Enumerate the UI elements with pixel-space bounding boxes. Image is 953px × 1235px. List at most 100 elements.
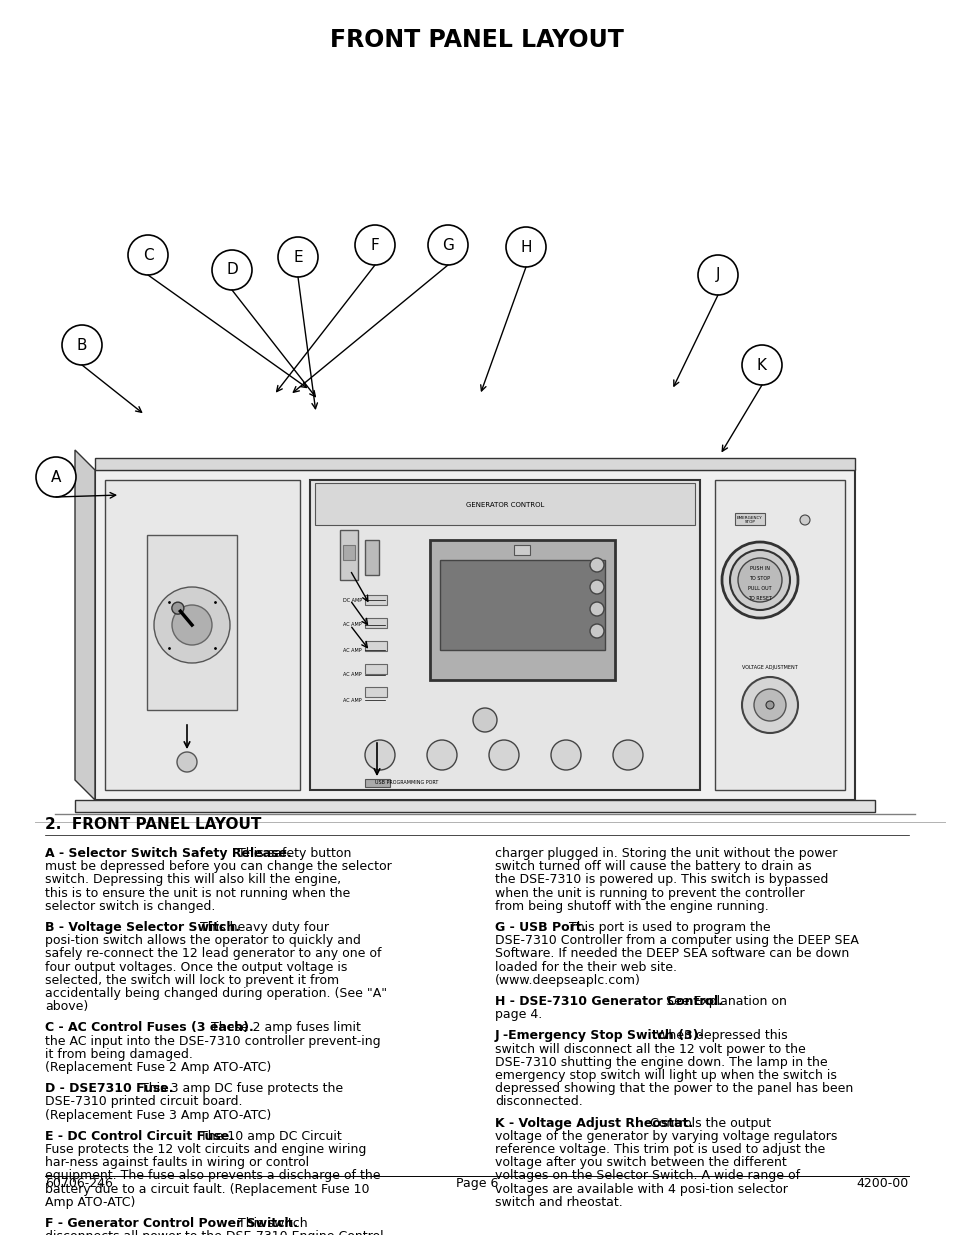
Text: EMERGENCY
STOP: EMERGENCY STOP (737, 516, 762, 525)
Text: Amp ATO-ATC): Amp ATO-ATC) (45, 1195, 135, 1209)
Text: TO STOP: TO STOP (749, 576, 770, 580)
Text: B - Voltage Selector Switch.: B - Voltage Selector Switch. (45, 921, 240, 934)
Text: A - Selector Switch Safety Release.: A - Selector Switch Safety Release. (45, 847, 292, 860)
Circle shape (589, 624, 603, 638)
Text: J -Emergency Stop Switch (3)-: J -Emergency Stop Switch (3)- (495, 1030, 704, 1042)
Text: (www.deepseaplc.com): (www.deepseaplc.com) (495, 974, 640, 987)
Circle shape (741, 677, 797, 734)
Circle shape (172, 603, 184, 614)
Text: voltage of the generator by varying voltage regulators: voltage of the generator by varying volt… (495, 1130, 837, 1142)
Text: accidentally being changed during operation. (See "A": accidentally being changed during operat… (45, 987, 387, 1000)
Text: Controls the output: Controls the output (645, 1116, 771, 1130)
Bar (310, 480, 700, 790)
Bar (365, 664, 387, 674)
Bar (314, 483, 695, 525)
Circle shape (277, 237, 317, 277)
Bar (365, 595, 387, 605)
Text: 60706-246: 60706-246 (45, 1177, 112, 1191)
Text: USB PROGRAMMING PORT: USB PROGRAMMING PORT (375, 779, 438, 784)
Text: PULL OUT: PULL OUT (747, 585, 771, 590)
Circle shape (489, 740, 518, 769)
Circle shape (128, 235, 168, 275)
Text: This port is used to program the: This port is used to program the (564, 921, 770, 934)
Text: DSE-7310 printed circuit board.: DSE-7310 printed circuit board. (45, 1095, 242, 1108)
Text: These 2 amp fuses limit: These 2 amp fuses limit (207, 1021, 360, 1035)
Circle shape (721, 542, 797, 618)
Bar (365, 540, 378, 576)
Text: four output voltages. Once the output voltage is: four output voltages. Once the output vo… (45, 961, 347, 973)
Text: reference voltage. This trim pot is used to adjust the: reference voltage. This trim pot is used… (495, 1144, 824, 1156)
Text: battery due to a circuit fault. (Replacement Fuse 10: battery due to a circuit fault. (Replace… (45, 1183, 369, 1195)
Text: safely re-connect the 12 lead generator to any one of: safely re-connect the 12 lead generator … (45, 947, 381, 961)
Text: voltages are available with 4 posi-tion selector: voltages are available with 4 posi-tion … (495, 1183, 787, 1195)
Circle shape (800, 515, 809, 525)
Circle shape (729, 550, 789, 610)
Text: 4200-00: 4200-00 (856, 1177, 908, 1191)
Circle shape (427, 740, 456, 769)
Text: H: H (519, 240, 531, 254)
Bar (147, 535, 236, 710)
Circle shape (589, 601, 603, 616)
Text: 2.  FRONT PANEL LAYOUT: 2. FRONT PANEL LAYOUT (45, 818, 261, 832)
Circle shape (589, 558, 603, 572)
Circle shape (62, 325, 102, 366)
Text: Fuse protects the 12 volt circuits and engine wiring: Fuse protects the 12 volt circuits and e… (45, 1144, 366, 1156)
Text: TO RESET: TO RESET (747, 595, 771, 600)
Text: C: C (143, 247, 153, 263)
Text: switch will disconnect all the 12 volt power to the: switch will disconnect all the 12 volt p… (495, 1042, 805, 1056)
Text: E: E (293, 249, 302, 264)
Text: switch and rheostat.: switch and rheostat. (495, 1195, 622, 1209)
Text: PUSH IN: PUSH IN (749, 566, 769, 571)
Text: (Replacement Fuse 3 Amp ATO-ATC): (Replacement Fuse 3 Amp ATO-ATC) (45, 1109, 271, 1121)
Text: selector switch is changed.: selector switch is changed. (45, 900, 215, 913)
Bar (514, 545, 530, 555)
Text: disconnects all power to the DSE-7310 Engine Control.: disconnects all power to the DSE-7310 En… (45, 1230, 387, 1235)
Circle shape (355, 225, 395, 266)
Text: D - DSE7310 Fuse.: D - DSE7310 Fuse. (45, 1082, 173, 1095)
Circle shape (365, 740, 395, 769)
Text: G - USB Port.: G - USB Port. (495, 921, 586, 934)
Text: it from being damaged.: it from being damaged. (45, 1047, 193, 1061)
Text: F - Generator Control Power Switch.: F - Generator Control Power Switch. (45, 1216, 297, 1230)
Text: charger plugged in. Storing the unit without the power: charger plugged in. Storing the unit wit… (495, 847, 837, 860)
Circle shape (428, 225, 468, 266)
Text: the AC input into the DSE-7310 controller prevent-ing: the AC input into the DSE-7310 controlle… (45, 1035, 380, 1047)
Text: switch. Depressing this will also kill the engine,: switch. Depressing this will also kill t… (45, 873, 341, 887)
Text: (Replacement Fuse 2 Amp ATO-ATC): (Replacement Fuse 2 Amp ATO-ATC) (45, 1061, 271, 1074)
Text: This switch: This switch (233, 1216, 307, 1230)
Text: This heavy duty four: This heavy duty four (196, 921, 329, 934)
Text: loaded for the their web site.: loaded for the their web site. (495, 961, 677, 973)
Text: When depressed this: When depressed this (651, 1030, 786, 1042)
Bar (343, 545, 355, 559)
Text: posi-tion switch allows the operator to quickly and: posi-tion switch allows the operator to … (45, 934, 360, 947)
Text: Page 6: Page 6 (456, 1177, 497, 1191)
Text: GENERATOR CONTROL: GENERATOR CONTROL (465, 501, 543, 508)
Text: B: B (76, 337, 87, 352)
Circle shape (753, 689, 785, 721)
Text: AC AMP: AC AMP (343, 698, 361, 703)
Bar (365, 779, 390, 787)
Text: voltage after you switch between the different: voltage after you switch between the dif… (495, 1156, 786, 1170)
Text: har-ness against faults in wiring or control: har-ness against faults in wiring or con… (45, 1156, 309, 1170)
Text: the DSE-7310 is powered up. This switch is bypassed: the DSE-7310 is powered up. This switch … (495, 873, 827, 887)
Circle shape (738, 558, 781, 601)
Circle shape (473, 708, 497, 732)
Text: DSE-7310 Controller from a computer using the DEEP SEA: DSE-7310 Controller from a computer usin… (495, 934, 858, 947)
Circle shape (613, 740, 642, 769)
Text: K: K (757, 357, 766, 373)
Text: See Explanation on: See Explanation on (661, 995, 786, 1008)
Bar (75, 800, 874, 811)
Text: from being shutoff with the engine running.: from being shutoff with the engine runni… (495, 900, 768, 913)
Text: E - DC Control Circuit Fuse.: E - DC Control Circuit Fuse. (45, 1130, 233, 1142)
Text: H - DSE-7310 Generator Control.: H - DSE-7310 Generator Control. (495, 995, 722, 1008)
Text: C - AC Control Fuses (3 each).: C - AC Control Fuses (3 each). (45, 1021, 253, 1035)
Bar (430, 540, 615, 680)
Circle shape (177, 752, 196, 772)
Text: depressed showing that the power to the panel has been: depressed showing that the power to the … (495, 1082, 852, 1095)
Text: voltages on the Selector Switch. A wide range of: voltages on the Selector Switch. A wide … (495, 1170, 800, 1182)
Bar (339, 530, 357, 580)
Text: G: G (441, 237, 454, 252)
Polygon shape (75, 450, 95, 800)
Text: AC AMP: AC AMP (343, 647, 361, 652)
Text: DSE-7310 shutting the engine down. The lamp in the: DSE-7310 shutting the engine down. The l… (495, 1056, 827, 1068)
